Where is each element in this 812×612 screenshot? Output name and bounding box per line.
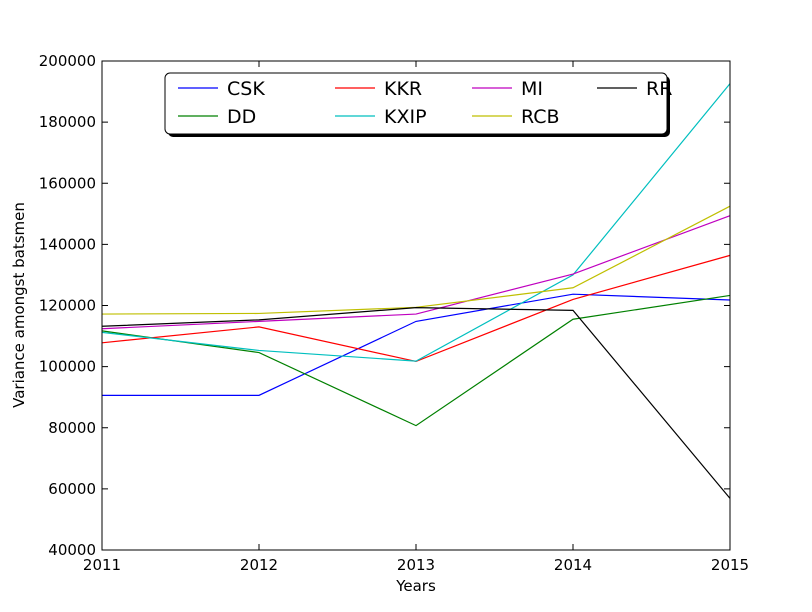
x-tick-label: 2015: [711, 556, 749, 574]
series-line-rcb: [101, 205, 731, 315]
series-line-csk: [102, 293, 731, 396]
y-tick-label: 180000: [39, 113, 96, 131]
legend-label-rcb: RCB: [521, 106, 560, 128]
y-tick-label: 120000: [39, 297, 96, 315]
legend: CSK DD KKR KXIP MI RCB RR: [164, 72, 672, 137]
series-line-dd: [101, 294, 731, 427]
y-tick-label: 140000: [39, 235, 96, 253]
legend-label-rr: RR: [646, 78, 672, 100]
x-tick-label: 2013: [397, 556, 435, 574]
legend-box: [164, 72, 668, 135]
x-tick-label: 2012: [240, 556, 278, 574]
y-tick-label: 160000: [39, 174, 96, 192]
y-tick-label: 40000: [48, 541, 96, 559]
legend-label-dd: DD: [227, 106, 256, 128]
legend-label-mi: MI: [521, 78, 543, 100]
x-tick-label: 2011: [83, 556, 121, 574]
y-tick-label: 100000: [39, 358, 96, 376]
y-tick-label: 60000: [48, 480, 96, 498]
x-tick-label: 2014: [554, 556, 592, 574]
legend-label-kxip: KXIP: [384, 106, 427, 128]
series-line-kxip: [101, 83, 731, 362]
legend-label-kkr: KKR: [384, 78, 422, 100]
series-line-rr: [101, 307, 731, 499]
ticks-layer: 2011 2012 2013 2014 2015 40000 60000 80000 10000…: [39, 52, 749, 574]
y-tick-label: 80000: [48, 419, 96, 437]
x-axis-label: Years: [395, 577, 436, 595]
y-tick-label: 200000: [39, 52, 96, 70]
legend-label-csk: CSK: [227, 78, 265, 100]
series-line-mi: [101, 215, 731, 330]
series-line-kkr: [101, 254, 731, 363]
y-axis-label: Variance amongst batsmen: [10, 202, 28, 408]
series-layer: [101, 83, 731, 499]
